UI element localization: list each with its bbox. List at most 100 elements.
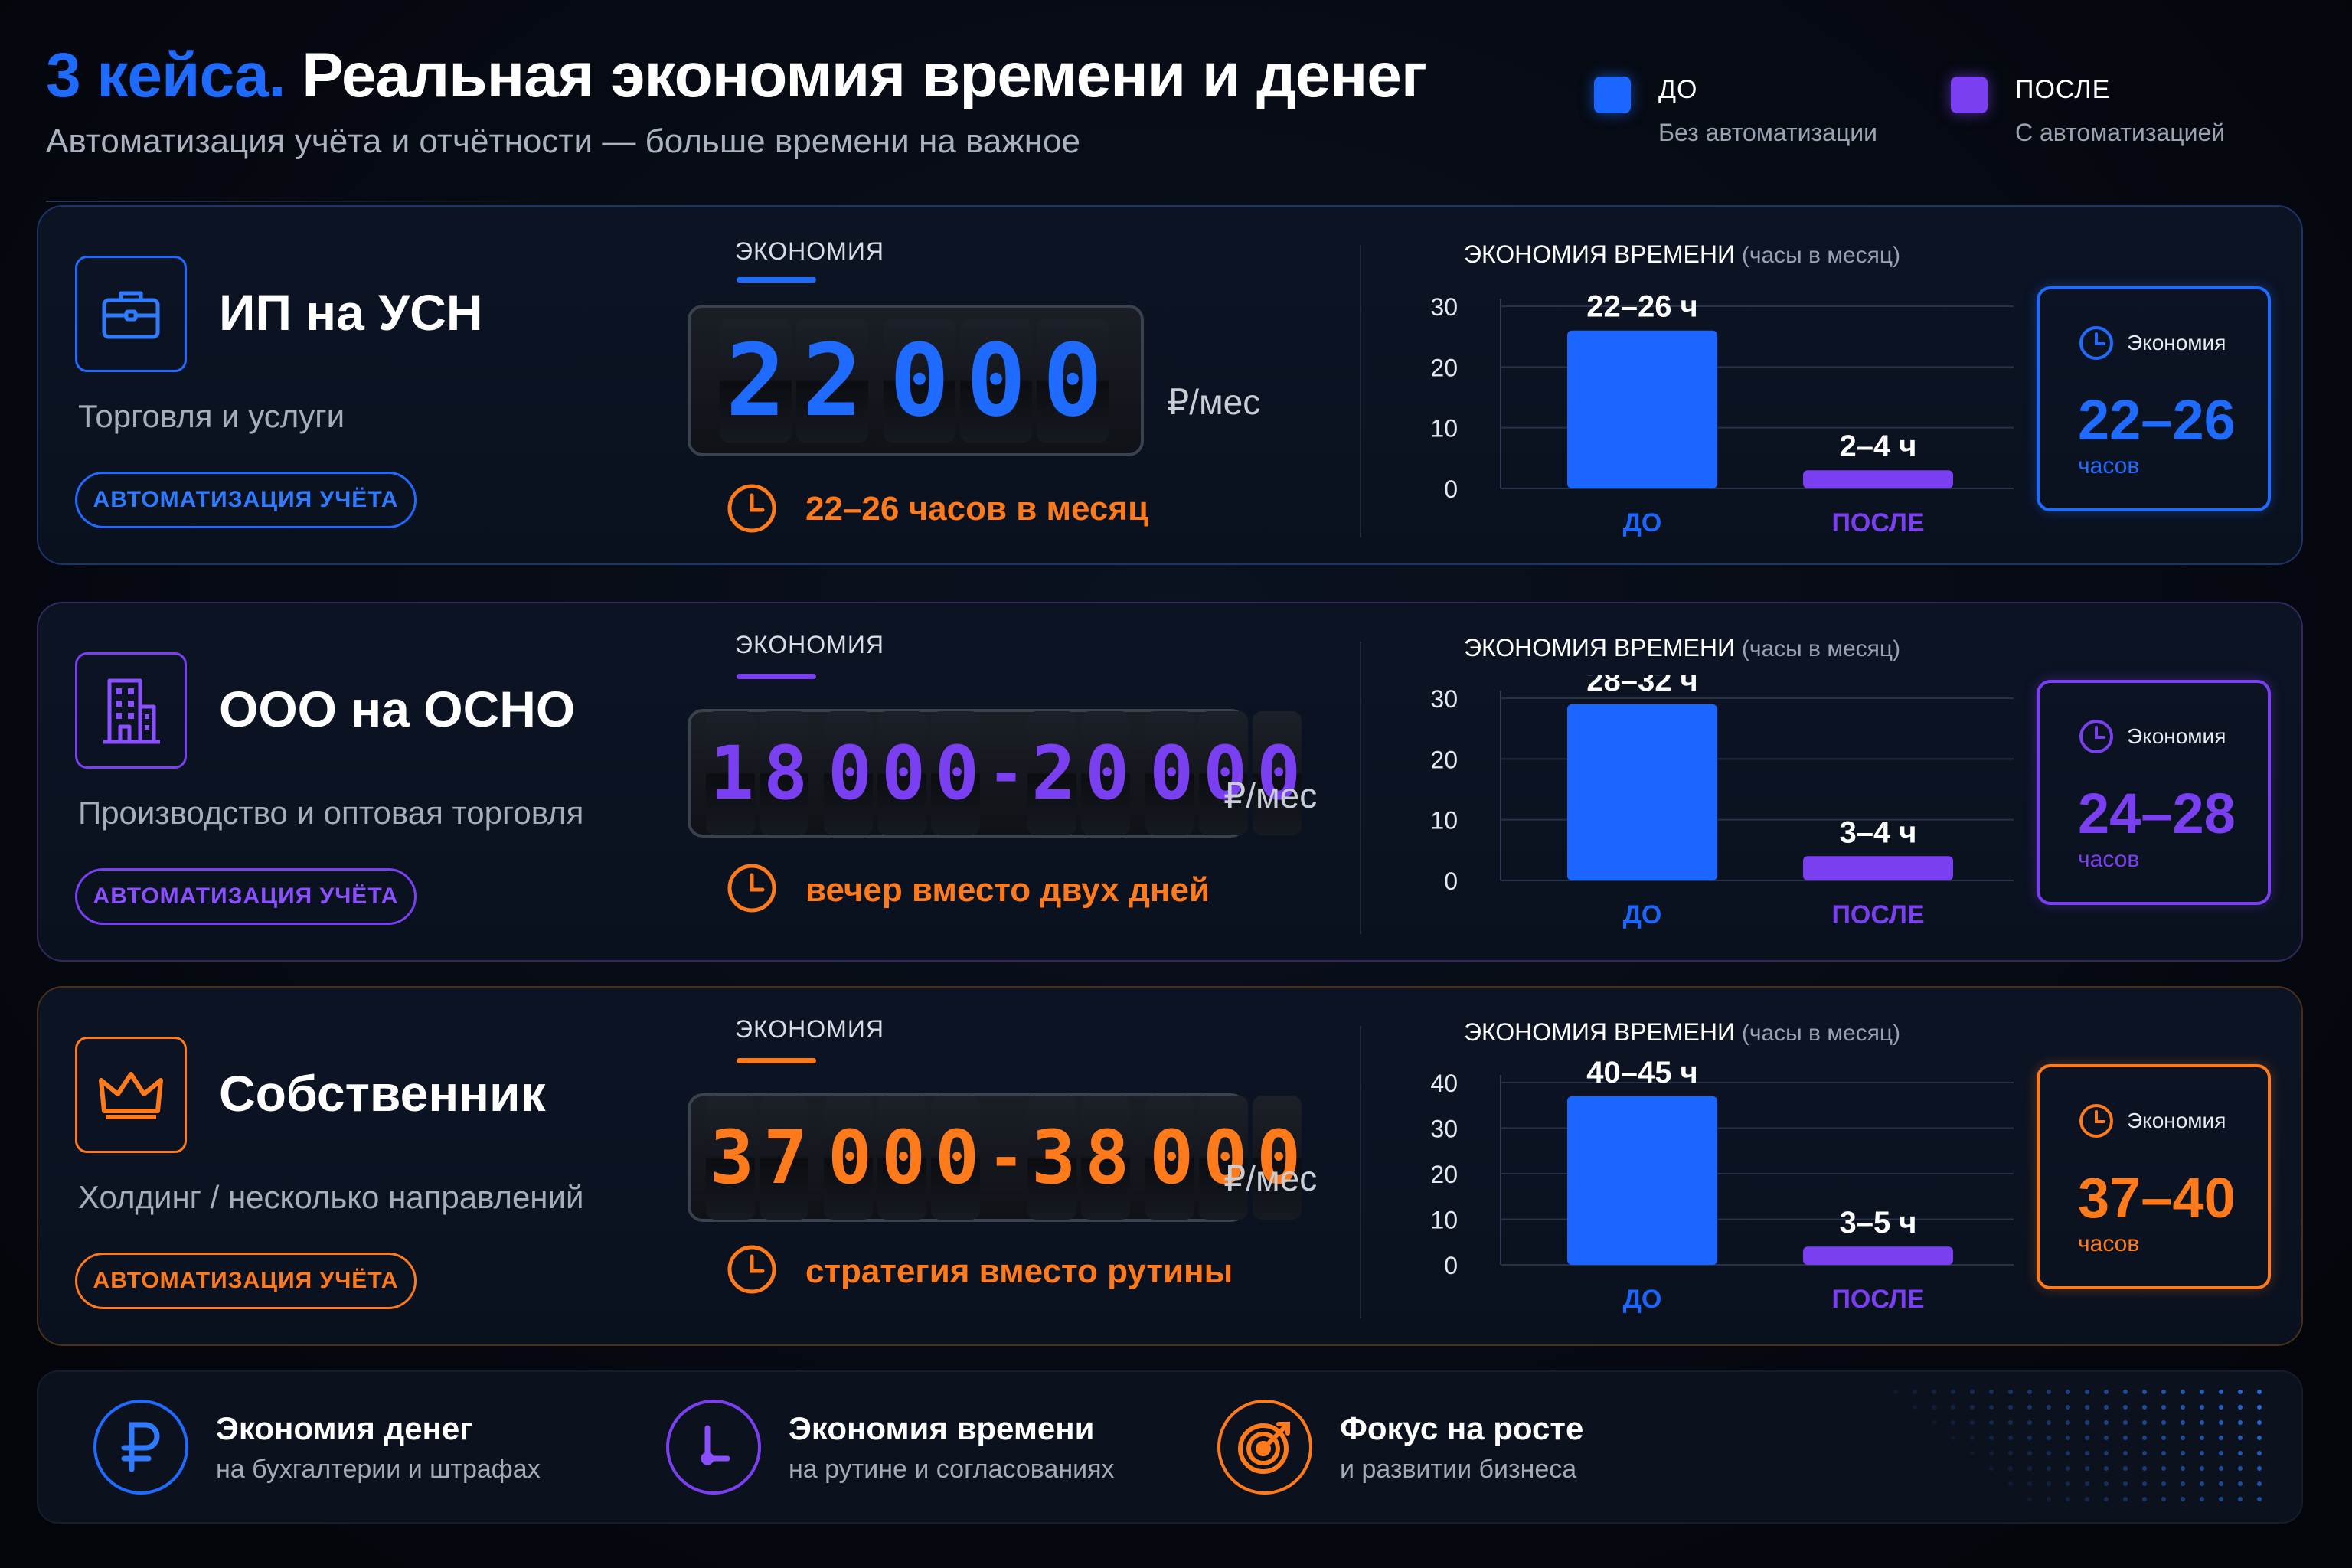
- dot: [2257, 1405, 2262, 1410]
- summary-box: Экономия 24–28 часов: [2037, 680, 2271, 905]
- dot: [2180, 1481, 2185, 1486]
- dot: [2008, 1451, 2013, 1455]
- dot: [2200, 1481, 2204, 1486]
- dot: [1951, 1420, 1955, 1425]
- benefit-sub: на рутине и согласованиях: [789, 1454, 1115, 1484]
- office-building-icon: [75, 652, 187, 769]
- bar-chart: 0 10 20 30 22–26 ч ДО 2–4 ч ПОСЛЕ: [1430, 290, 2014, 537]
- economy-label: ЭКОНОМИЯ: [735, 1015, 884, 1043]
- dot: [2200, 1436, 2204, 1440]
- dot: [2257, 1497, 2262, 1501]
- dot: [2066, 1420, 2070, 1425]
- summary-value: 22–26: [2078, 388, 2236, 452]
- legend-swatch-after: [1951, 77, 1988, 113]
- dot: [2085, 1405, 2089, 1410]
- case-card-ooo-osno: ООО на ОСНО Производство и оптовая торго…: [37, 602, 2303, 962]
- dot: [2238, 1451, 2243, 1455]
- case-note-text: вечер вместо двух дней: [805, 871, 1210, 909]
- dot: [2142, 1390, 2147, 1394]
- dot: [1989, 1466, 1994, 1471]
- case-subtitle: Холдинг / несколько направлений: [78, 1179, 584, 1215]
- summary-value: 37–40: [2078, 1166, 2236, 1230]
- case-subtitle: Производство и оптовая торговля: [78, 795, 584, 831]
- counter-digit: 0: [1145, 711, 1195, 835]
- dot: [2085, 1436, 2089, 1440]
- economy-label: ЭКОНОМИЯ: [735, 237, 884, 265]
- x-category-label: ДО: [1623, 508, 1662, 537]
- legend-after-title: ПОСЛЕ: [2015, 75, 2111, 104]
- summary-label: Экономия: [2127, 1109, 2226, 1132]
- legend-swatch-before: [1594, 77, 1631, 113]
- counter-digit: 0: [824, 711, 873, 835]
- benefit-sub: на бухгалтерии и штрафах: [216, 1454, 541, 1484]
- dot: [1989, 1405, 1994, 1410]
- dot: [2200, 1497, 2204, 1501]
- dot: [2008, 1420, 2013, 1425]
- dot: [2085, 1390, 2089, 1394]
- dot: [2027, 1497, 2032, 1501]
- case-note: стратегия вместо рутины: [726, 1245, 1233, 1294]
- target-icon: [1217, 1400, 1312, 1494]
- case-note: вечер вместо двух дней: [726, 864, 1210, 913]
- case-card-ip-usn: ИП на УСН Торговля и услуги АВТОМАТИЗАЦИ…: [37, 205, 2303, 565]
- savings-unit: ₽/мес: [1223, 776, 1318, 815]
- dot: [2200, 1405, 2204, 1410]
- benefit-growth: Фокус на росте и развитии бизнеса: [1217, 1400, 1583, 1494]
- benefit-time: Экономия времени на рутине и согласовани…: [666, 1400, 1115, 1494]
- chart-title: ЭКОНОМИЯ ВРЕМЕНИ (часы в месяц): [1464, 240, 1900, 269]
- x-category-label: ПОСЛЕ: [1831, 900, 1924, 929]
- dot: [2066, 1481, 2070, 1486]
- x-category-label: ДО: [1623, 900, 1662, 929]
- summary-unit: часов: [2078, 847, 2140, 872]
- dot: [2104, 1390, 2109, 1394]
- summary-head: Экономия: [2078, 325, 2226, 361]
- counter-digit: 8: [760, 711, 808, 835]
- counter-digit: 0: [1253, 711, 1302, 835]
- dot: [2219, 1451, 2223, 1455]
- bar: [1567, 330, 1717, 488]
- dot: [2161, 1390, 2166, 1394]
- dot: [2085, 1497, 2089, 1501]
- dot: [2219, 1390, 2223, 1394]
- dot: [1989, 1390, 1994, 1394]
- dot: [2027, 1420, 2032, 1425]
- dot: [2257, 1451, 2262, 1455]
- counter-digit: 0: [884, 318, 956, 443]
- dot: [2085, 1451, 2089, 1455]
- x-category-label: ПОСЛЕ: [1831, 1285, 1924, 1314]
- counter-separator: -: [988, 1122, 1025, 1194]
- dot: [2180, 1451, 2185, 1455]
- dot: [2161, 1497, 2166, 1501]
- y-tick-label: 0: [1444, 475, 1458, 503]
- counter-digit: 2: [720, 318, 792, 443]
- briefcase-icon: [75, 256, 187, 372]
- dot: [2027, 1481, 2032, 1486]
- counter-digit: 7: [760, 1096, 808, 1220]
- dot: [2180, 1466, 2185, 1471]
- counter-digit: 0: [1037, 318, 1109, 443]
- dot: [2180, 1497, 2185, 1501]
- summary-label: Экономия: [2127, 331, 2226, 354]
- bar: [1803, 470, 1953, 488]
- dot: [2238, 1481, 2243, 1486]
- crown-icon: [75, 1037, 187, 1153]
- dot: [1932, 1390, 1936, 1394]
- case-title: ИП на УСН: [219, 284, 483, 341]
- counter-digit: 2: [796, 318, 868, 443]
- dot: [2027, 1436, 2032, 1440]
- dot: [2066, 1405, 2070, 1410]
- dot: [2066, 1436, 2070, 1440]
- dot: [2238, 1405, 2243, 1410]
- economy-label: ЭКОНОМИЯ: [735, 631, 884, 658]
- y-tick-label: 20: [1430, 1161, 1458, 1188]
- dot: [2047, 1451, 2051, 1455]
- dot: [2161, 1405, 2166, 1410]
- dot: [2219, 1436, 2223, 1440]
- y-tick-label: 30: [1430, 1116, 1458, 1143]
- bar: [1567, 1096, 1717, 1265]
- summary-box: Экономия 37–40 часов: [2037, 1064, 2271, 1289]
- card-divider: [1360, 245, 1361, 537]
- case-badge: АВТОМАТИЗАЦИЯ УЧЁТА: [75, 868, 416, 925]
